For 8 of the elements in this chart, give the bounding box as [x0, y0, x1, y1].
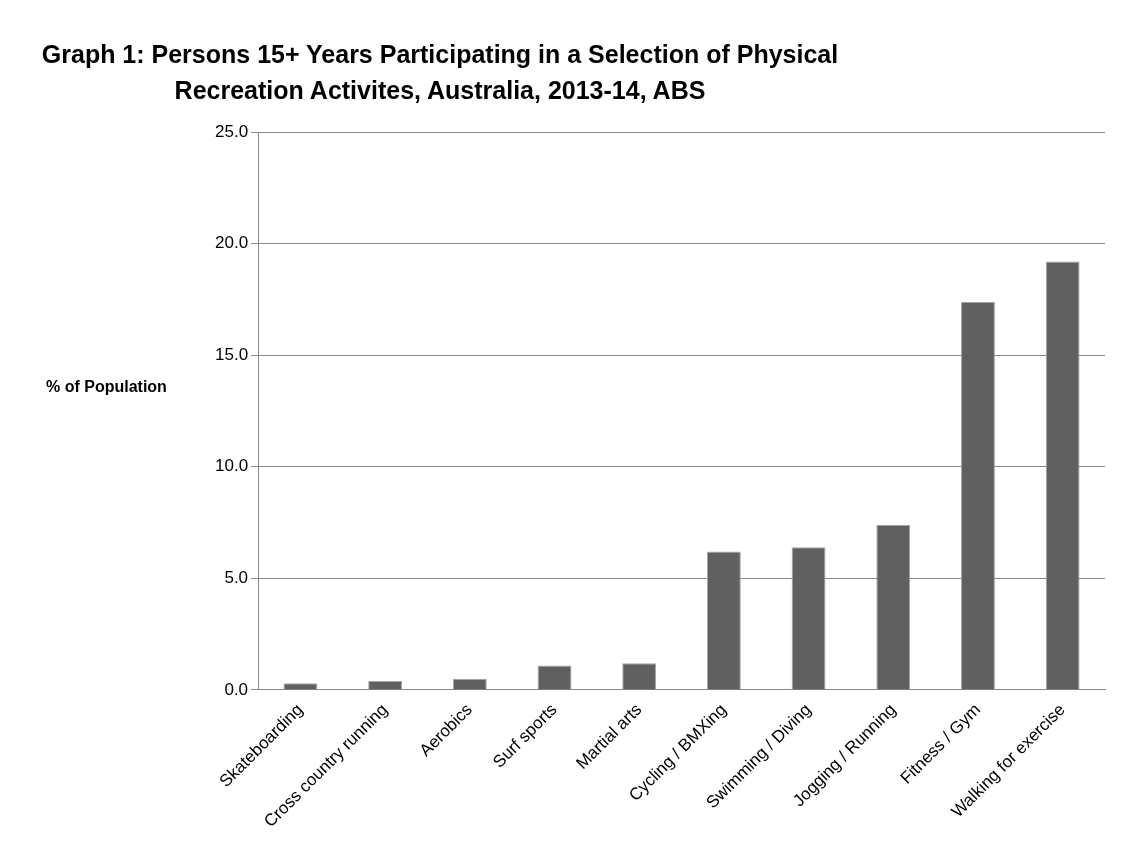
y-tick-label: 15.0	[214, 344, 249, 364]
y-axis-title: % of Population	[46, 378, 167, 396]
y-tick-label: 25.0	[214, 121, 249, 141]
y-tick-label: 20.0	[214, 233, 249, 253]
y-tick-label: 10.0	[214, 456, 249, 476]
chart-title: Graph 1: Persons 15+ Years Participating in a Selection of Physical Recreation Activites, Australia, 2013-14, ABS	[40, 39, 840, 106]
y-tick-label: 0.0	[224, 679, 249, 699]
y-tick-label: 5.0	[224, 568, 249, 588]
